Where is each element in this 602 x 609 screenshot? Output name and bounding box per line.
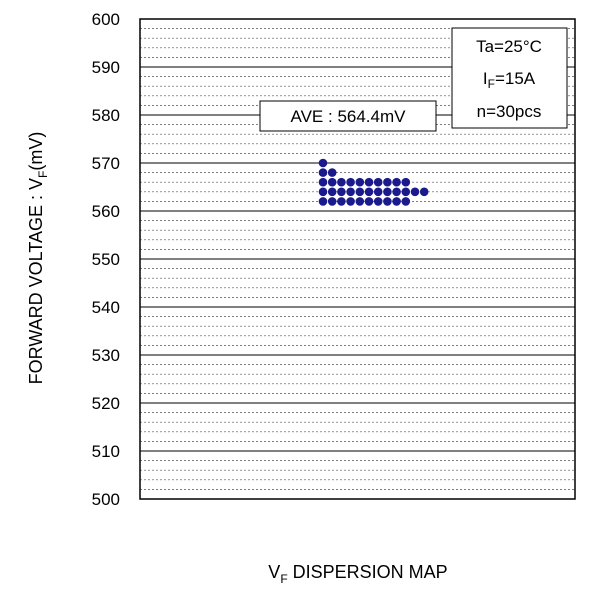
data-point: [364, 187, 374, 197]
average-annotation: AVE : 564.4mV: [259, 100, 437, 132]
y-tick-label: 530: [92, 346, 120, 365]
data-point: [383, 187, 392, 197]
data-point: [346, 197, 355, 206]
data-point: [346, 177, 355, 187]
y-axis-title-sub: F: [36, 171, 50, 178]
data-point: [327, 168, 337, 177]
plot-frame: [139, 18, 576, 500]
conditions-box: Ta=25°C IF=15A n=30pcs: [451, 27, 568, 129]
data-point: [401, 187, 411, 197]
data-points: [318, 158, 429, 206]
data-point: [337, 177, 346, 187]
condition-if-main: I: [483, 69, 488, 88]
data-point: [337, 187, 346, 197]
y-tick-label: 600: [92, 10, 120, 29]
y-axis-title-main: FORWARD VOLTAGE : V: [26, 178, 46, 384]
data-point: [318, 197, 328, 206]
data-point: [392, 187, 401, 197]
data-point: [364, 177, 374, 187]
condition-n: n=30pcs: [477, 102, 542, 121]
data-point: [364, 197, 374, 206]
data-point: [318, 158, 328, 168]
data-point: [383, 197, 392, 206]
data-point: [327, 187, 337, 197]
data-point: [410, 187, 420, 197]
x-axis-title-sub: F: [280, 572, 287, 586]
data-point: [327, 197, 337, 206]
data-point: [419, 187, 429, 197]
x-axis-title: VF DISPERSION MAP: [268, 562, 447, 586]
y-axis-title-rest: (mV): [26, 132, 46, 171]
y-tick-label: 540: [92, 298, 120, 317]
y-tick-label: 550: [92, 250, 120, 269]
y-tick-label: 570: [92, 154, 120, 173]
data-point: [318, 168, 328, 177]
condition-if: IF=15A: [483, 69, 536, 91]
data-point: [346, 187, 355, 197]
condition-if-rest: =15A: [495, 69, 536, 88]
condition-ta: Ta=25°C: [476, 37, 542, 56]
data-point: [327, 177, 337, 187]
data-point: [355, 177, 365, 187]
y-tick-label: 520: [92, 394, 120, 413]
data-point: [355, 197, 365, 206]
y-tick-label: 510: [92, 442, 120, 461]
data-point: [383, 177, 392, 187]
data-point: [401, 177, 411, 187]
condition-if-sub: F: [488, 77, 495, 91]
x-axis-title-main: V: [268, 562, 280, 582]
y-tick-label: 580: [92, 106, 120, 125]
data-point: [401, 197, 411, 206]
data-point: [337, 197, 346, 206]
data-point: [373, 187, 383, 197]
average-box: [259, 100, 437, 132]
y-tick-label: 560: [92, 202, 120, 221]
y-tick-label: 500: [92, 490, 120, 509]
data-point: [318, 177, 328, 187]
y-tick-label: 590: [92, 58, 120, 77]
y-axis-title: FORWARD VOLTAGE : VF(mV): [26, 132, 50, 385]
data-point: [392, 197, 401, 206]
data-point: [318, 187, 328, 197]
data-point: [373, 177, 383, 187]
x-axis-title-rest: DISPERSION MAP: [288, 562, 448, 582]
conditions-frame: [451, 27, 568, 129]
data-point: [355, 187, 365, 197]
data-point: [373, 197, 383, 206]
average-label: AVE : 564.4mV: [291, 107, 407, 126]
data-point: [392, 177, 401, 187]
y-tick-labels: 600 590 580 570 560 550 540 530 520 510 500: [92, 10, 120, 509]
